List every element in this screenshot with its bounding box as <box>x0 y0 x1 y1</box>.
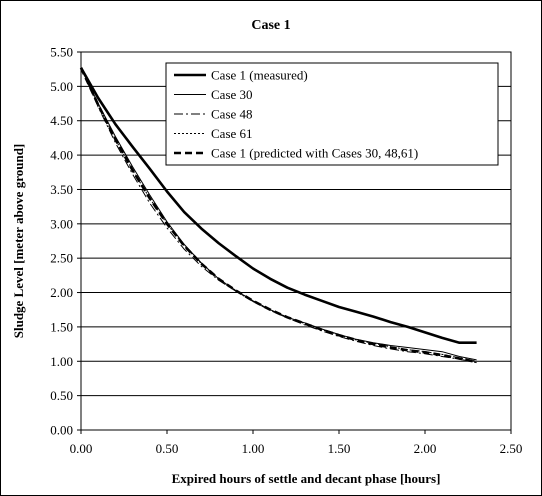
x-tick-label: 1.50 <box>328 441 351 456</box>
legend: Case 1 (measured) Case 30 Case 48 Case 61 Ca… <box>165 62 499 166</box>
y-tick-label: 3.50 <box>50 182 73 197</box>
x-axis-ticks: 0.00 0.50 1.00 1.50 2.00 2.50 <box>70 430 523 456</box>
series-lines <box>79 67 477 364</box>
x-axis-label: Expired hours of settle and decant phase… <box>172 471 441 486</box>
chart-title: Case 1 <box>251 18 290 33</box>
y-tick-label: 0.00 <box>50 423 73 438</box>
legend-label: Case 61 <box>211 126 253 141</box>
legend-label: Case 30 <box>211 87 253 102</box>
y-tick-label: 3.00 <box>50 216 73 231</box>
y-tick-label: 4.00 <box>50 148 73 163</box>
legend-box <box>165 62 499 166</box>
y-tick-label: 2.00 <box>50 285 73 300</box>
plot-area <box>80 51 512 431</box>
x-tick-label: 0.50 <box>156 441 179 456</box>
series-line-5 <box>79 67 477 364</box>
y-axis-label: Sludge Level [meter above ground] <box>11 144 26 339</box>
y-tick-label: 5.50 <box>50 45 73 60</box>
y-tick-label: 1.00 <box>50 354 73 369</box>
y-tick-label: 2.50 <box>50 251 73 266</box>
series-line-4 <box>80 67 477 362</box>
x-tick-label: 1.00 <box>242 441 265 456</box>
x-tick-label: 2.00 <box>414 441 437 456</box>
series-line-1 <box>79 67 477 345</box>
y-tick-label: 0.50 <box>50 388 73 403</box>
x-tick-label: 0.00 <box>70 441 93 456</box>
legend-label: Case 48 <box>211 107 253 122</box>
y-tick-label: 1.50 <box>50 319 73 334</box>
y-tick-label: 5.00 <box>50 79 73 94</box>
legend-label: Case 1 (measured) <box>211 68 308 83</box>
x-tick-label: 2.50 <box>500 441 523 456</box>
y-axis-ticks: 0.00 0.50 1.00 1.50 2.00 2.50 3.00 3.50 4.00 4.50… <box>50 45 81 438</box>
legend-label: Case 1 (predicted with Cases 30, 48,61) <box>211 146 418 161</box>
y-tick-label: 4.50 <box>50 113 73 128</box>
